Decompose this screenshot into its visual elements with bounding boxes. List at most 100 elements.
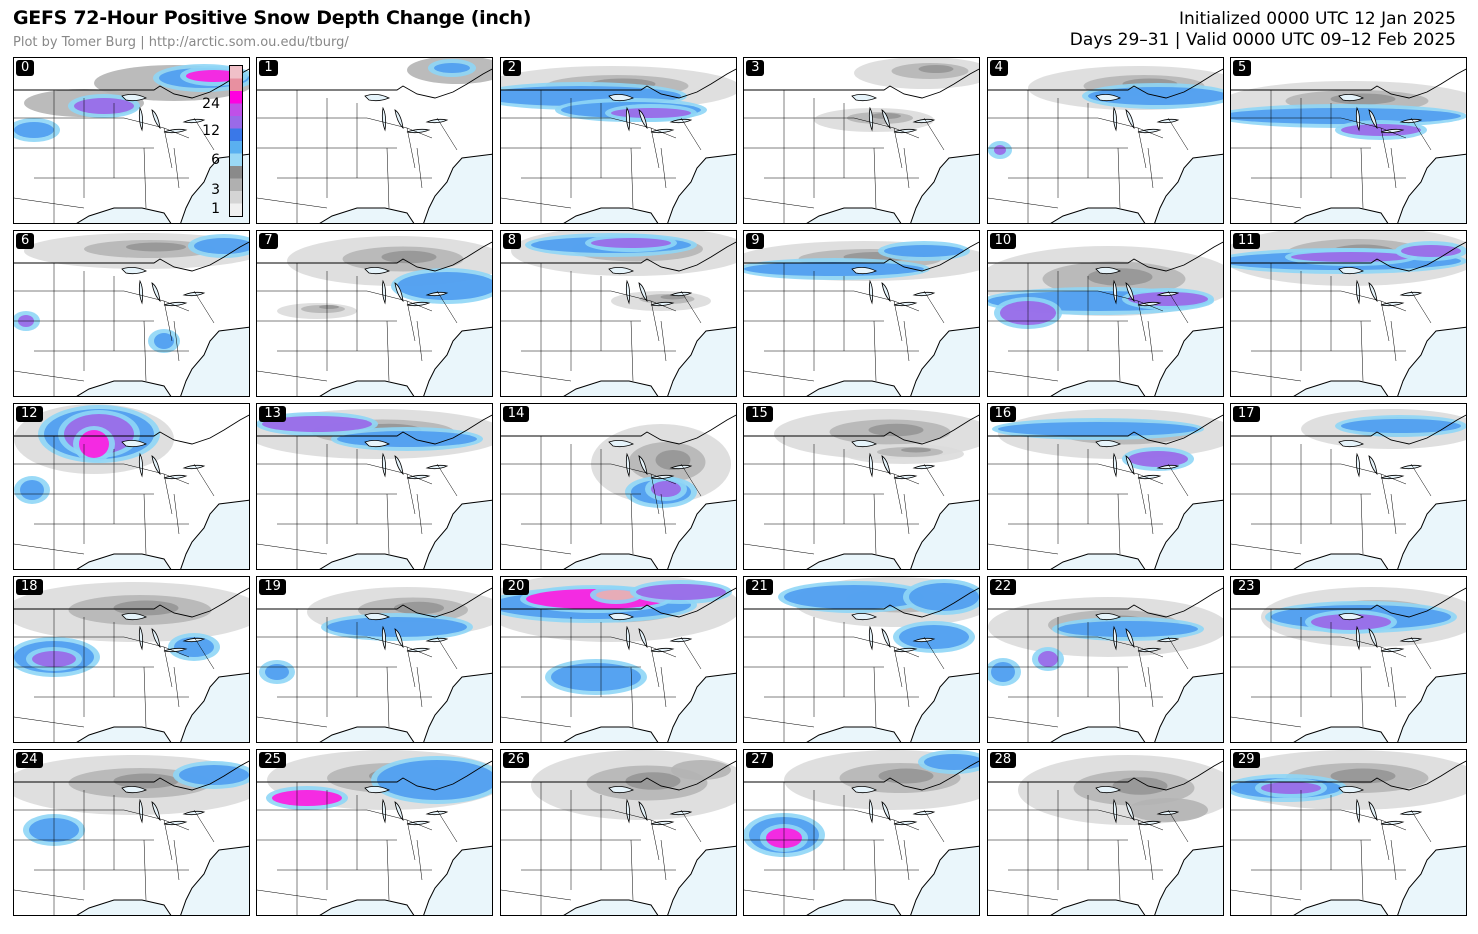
member-label: 6 [16, 233, 35, 249]
member-label: 15 [746, 406, 773, 422]
member-label: 26 [502, 752, 530, 768]
member-label: 9 [746, 233, 765, 249]
member-label: 13 [259, 406, 286, 422]
member-label: 18 [16, 579, 43, 595]
member-panel-13: 13 [256, 403, 494, 570]
member-panel-27: 27 [743, 749, 981, 916]
snow-map-12 [14, 404, 249, 569]
member-panel-26: 26 [499, 749, 737, 916]
member-panel-19: 19 [256, 576, 494, 743]
member-panel-11: 11 [1230, 230, 1467, 397]
member-label: 24 [16, 752, 43, 768]
member-panel-2: 2 [499, 57, 737, 224]
member-label: 1 [259, 60, 278, 76]
member-label: 28 [989, 752, 1017, 768]
colorbar [229, 65, 243, 217]
snow-map-11 [1231, 231, 1466, 396]
member-label: 2 [502, 60, 522, 76]
member-panel-25: 25 [256, 749, 494, 916]
snow-map-26 [500, 750, 736, 915]
snow-map-5 [1231, 58, 1466, 223]
snow-map-7 [257, 231, 493, 396]
snow-map-17 [1231, 404, 1466, 569]
member-panel-15: 15 [743, 403, 981, 570]
member-panel-10: 10 [986, 230, 1224, 397]
member-label: 3 [746, 60, 765, 76]
member-panel-1: 1 [256, 57, 494, 224]
member-label: 27 [746, 752, 773, 768]
member-panel-3: 3 [743, 57, 981, 224]
snow-map-0 [14, 58, 249, 223]
member-label: 8 [502, 233, 522, 249]
member-label: 7 [259, 233, 278, 249]
snow-map-3 [744, 58, 980, 223]
member-panel-21: 21 [743, 576, 981, 743]
snow-map-1 [257, 58, 493, 223]
member-label: 4 [989, 60, 1008, 76]
member-label: 16 [989, 406, 1017, 422]
snow-map-8 [500, 231, 736, 396]
member-label: 12 [16, 406, 43, 422]
snow-map-21 [744, 577, 980, 742]
member-label: 20 [502, 579, 530, 595]
member-label: 22 [989, 579, 1017, 595]
colorbar-tick-label: 6 [211, 152, 220, 168]
member-panel-9: 9 [743, 230, 981, 397]
colorbar-tick-label: 12 [202, 123, 220, 139]
snow-map-19 [257, 577, 493, 742]
snow-map-2 [500, 58, 736, 223]
member-panel-20: 20 [499, 576, 737, 743]
member-panel-29: 29 [1230, 749, 1467, 916]
initialized-text: Initialized 0000 UTC 12 Jan 2025 [1178, 9, 1456, 29]
colorbar-tick-label: 24 [202, 96, 220, 112]
snow-map-13 [257, 404, 493, 569]
member-label: 25 [259, 752, 286, 768]
member-label: 14 [502, 406, 530, 422]
chart-title: GEFS 72-Hour Positive Snow Depth Change … [13, 7, 532, 29]
colorbar-tick-label: 3 [211, 182, 220, 198]
credit-text: Plot by Tomer Burg | http://arctic.som.o… [13, 35, 349, 50]
snow-map-20 [500, 577, 736, 742]
member-panel-28: 28 [986, 749, 1224, 916]
member-label: 10 [989, 233, 1017, 249]
snow-map-27 [744, 750, 980, 915]
member-label: 11 [1233, 233, 1260, 249]
member-label: 5 [1233, 60, 1252, 76]
snow-map-28 [987, 750, 1223, 915]
member-panel-17: 17 [1230, 403, 1467, 570]
colorbar-tick-label: 1 [211, 201, 220, 217]
valid-text: Days 29–31 | Valid 0000 UTC 09–12 Feb 20… [1069, 30, 1456, 50]
member-panel-12: 12 [13, 403, 250, 570]
snow-map-6 [14, 231, 249, 396]
snow-map-15 [744, 404, 980, 569]
ensemble-panel-grid: 0 1 2 3 4 5 6 7 8 9 10 11 12 13 14 15 16 17 18 19 20 21 22 23 24… [13, 57, 1467, 923]
member-panel-5: 5 [1230, 57, 1467, 224]
member-panel-16: 16 [986, 403, 1224, 570]
snow-map-16 [987, 404, 1223, 569]
snow-map-9 [744, 231, 980, 396]
member-label: 29 [1233, 752, 1260, 768]
member-label: 17 [1233, 406, 1260, 422]
snow-map-24 [14, 750, 249, 915]
member-panel-4: 4 [986, 57, 1224, 224]
snow-map-22 [987, 577, 1223, 742]
snow-map-29 [1231, 750, 1466, 915]
member-panel-8: 8 [499, 230, 737, 397]
member-panel-24: 24 [13, 749, 250, 916]
member-label: 19 [259, 579, 286, 595]
member-label: 0 [16, 60, 35, 76]
snow-map-25 [257, 750, 493, 915]
member-panel-22: 22 [986, 576, 1224, 743]
snow-map-23 [1231, 577, 1466, 742]
snow-map-14 [500, 404, 736, 569]
snow-map-4 [987, 58, 1223, 223]
member-panel-14: 14 [499, 403, 737, 570]
member-panel-23: 23 [1230, 576, 1467, 743]
member-panel-7: 7 [256, 230, 494, 397]
member-label: 23 [1233, 579, 1260, 595]
member-panel-18: 18 [13, 576, 250, 743]
member-panel-0: 0 [13, 57, 250, 224]
member-panel-6: 6 [13, 230, 250, 397]
member-label: 21 [746, 579, 773, 595]
snow-map-10 [987, 231, 1223, 396]
